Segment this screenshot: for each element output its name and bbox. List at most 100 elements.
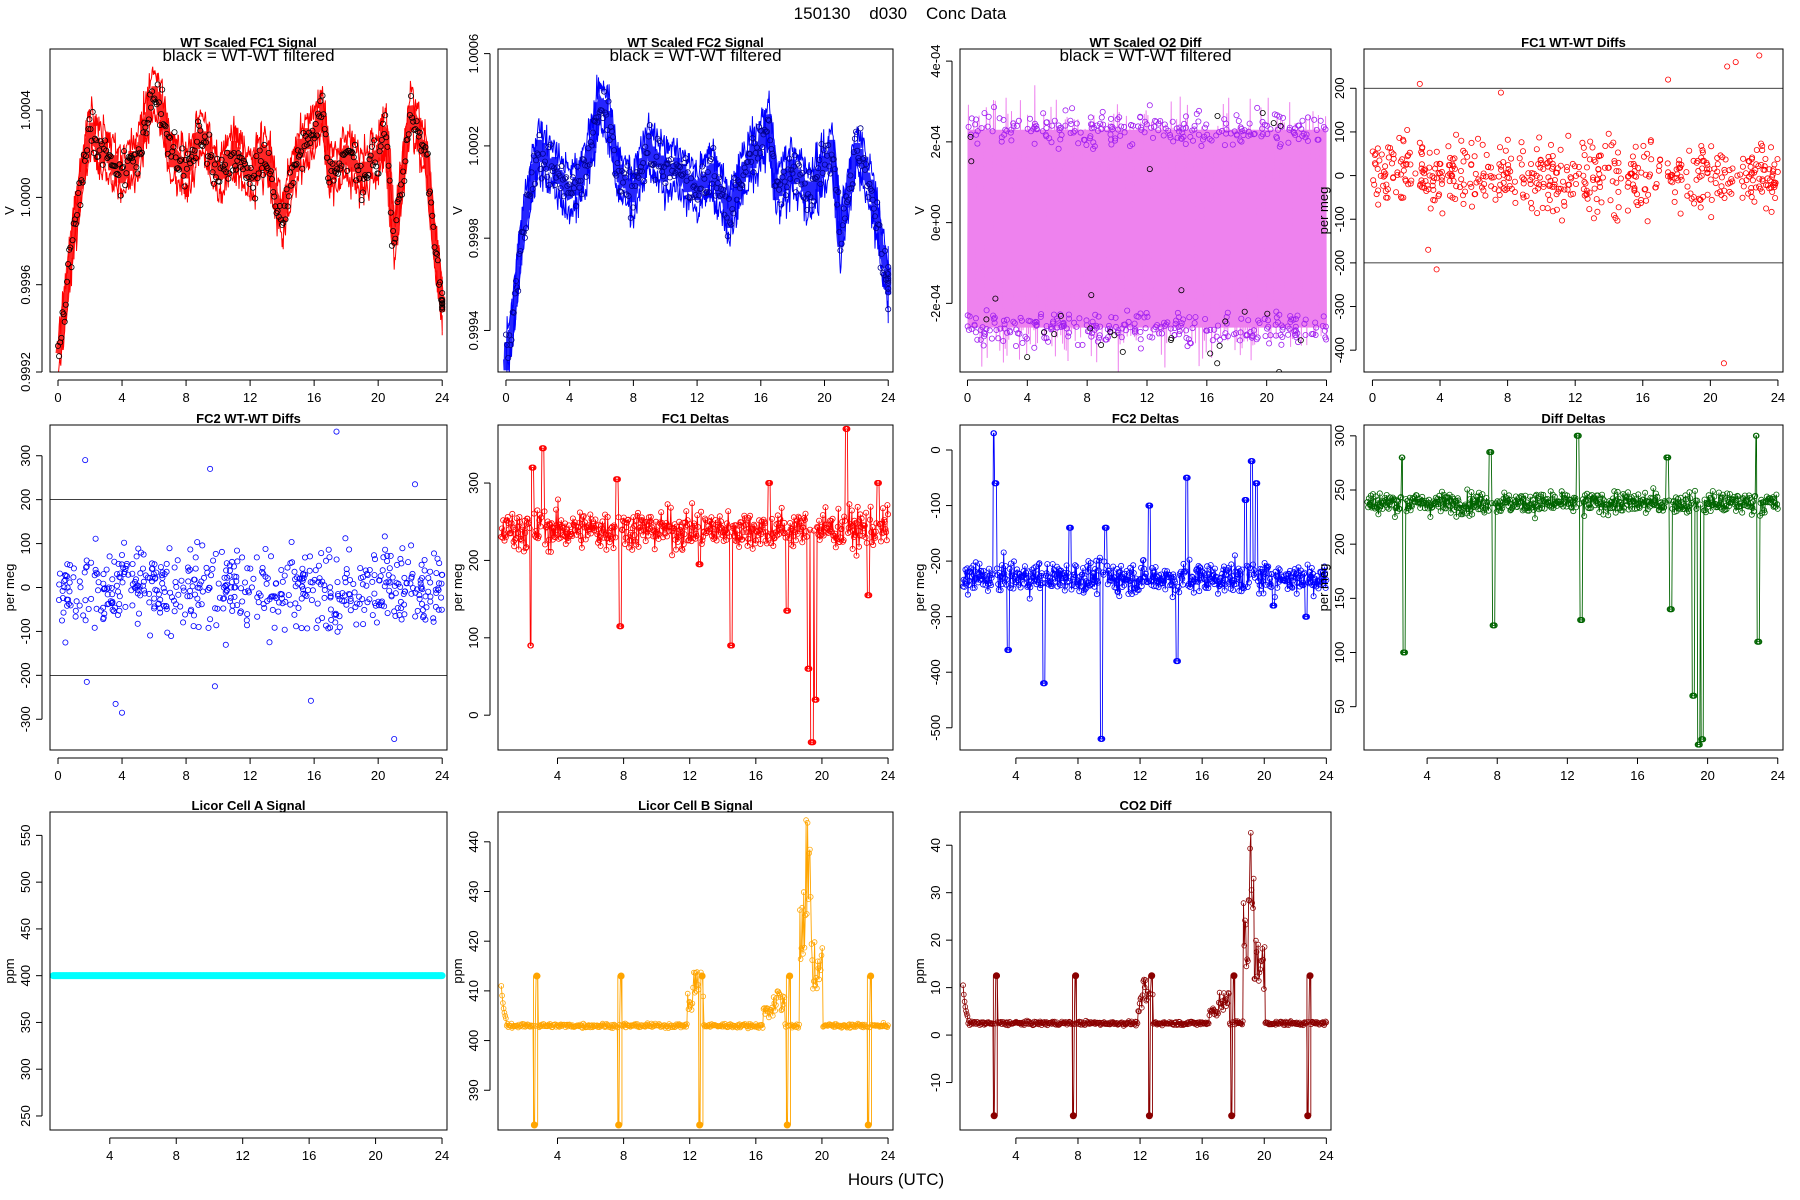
data-point bbox=[807, 526, 814, 533]
y-tick-label: 200 bbox=[1332, 77, 1347, 99]
data-point bbox=[778, 201, 785, 208]
data-point bbox=[1655, 503, 1662, 510]
data-point bbox=[1146, 166, 1153, 173]
data-point bbox=[1435, 192, 1442, 199]
data-point bbox=[383, 579, 390, 586]
data-point bbox=[92, 135, 99, 142]
data-point bbox=[92, 535, 99, 542]
panel-frame bbox=[49, 811, 448, 1131]
data-point bbox=[630, 204, 637, 211]
data-point bbox=[1448, 165, 1455, 172]
data-point bbox=[400, 601, 407, 608]
data-point bbox=[1082, 586, 1089, 593]
data-point bbox=[1433, 148, 1440, 155]
data-point bbox=[231, 593, 238, 600]
data-point bbox=[1254, 104, 1261, 111]
data-point bbox=[1520, 148, 1527, 155]
data-point bbox=[827, 526, 834, 533]
outlier-point bbox=[1665, 76, 1672, 83]
data-point bbox=[310, 132, 317, 139]
outlier-point bbox=[391, 736, 398, 743]
data-point bbox=[160, 602, 167, 609]
data-point bbox=[704, 527, 711, 534]
data-point bbox=[390, 227, 397, 234]
data-point bbox=[827, 170, 834, 177]
data-point bbox=[1747, 163, 1754, 170]
data-point bbox=[1118, 562, 1125, 569]
data-point bbox=[1391, 514, 1398, 521]
data-point bbox=[322, 557, 329, 564]
data-point bbox=[1678, 161, 1685, 168]
data-point bbox=[1399, 156, 1406, 163]
data-point bbox=[609, 534, 616, 541]
data-point bbox=[418, 147, 425, 154]
data-point bbox=[810, 527, 817, 534]
data-point bbox=[1690, 194, 1697, 201]
data-point bbox=[977, 326, 984, 333]
data-point bbox=[1599, 174, 1606, 181]
data-point bbox=[1162, 125, 1169, 132]
data-point bbox=[120, 163, 127, 170]
outlier-point bbox=[1732, 59, 1739, 66]
data-point bbox=[870, 205, 877, 212]
data-point bbox=[1270, 120, 1277, 127]
data-point bbox=[1262, 571, 1269, 578]
data-point bbox=[536, 132, 543, 139]
data-point bbox=[986, 565, 993, 572]
x-tick-label: 20 bbox=[1703, 390, 1717, 405]
data-point bbox=[100, 586, 107, 593]
data-point bbox=[785, 166, 792, 173]
data-point bbox=[1437, 160, 1444, 167]
data-point bbox=[157, 609, 164, 616]
data-point bbox=[101, 585, 108, 592]
data-point bbox=[1587, 138, 1594, 145]
data-point bbox=[1376, 157, 1383, 164]
y-tick-label: 300 bbox=[1332, 425, 1347, 447]
data-point bbox=[1757, 185, 1764, 192]
y-tick-label: 100 bbox=[466, 627, 481, 649]
data-point bbox=[1419, 184, 1426, 191]
data-point bbox=[635, 174, 642, 181]
data-point bbox=[1756, 638, 1763, 645]
data-point bbox=[281, 626, 288, 633]
data-point bbox=[1759, 510, 1766, 517]
data-point bbox=[1174, 134, 1181, 141]
data-point bbox=[876, 479, 883, 486]
data-point bbox=[1691, 692, 1698, 699]
data-point bbox=[1385, 154, 1392, 161]
data-point bbox=[630, 514, 637, 521]
data-point bbox=[1760, 166, 1767, 173]
data-point bbox=[677, 532, 684, 539]
plot-area bbox=[1364, 432, 1781, 748]
data-point bbox=[560, 532, 567, 539]
data-point bbox=[965, 326, 972, 333]
data-point bbox=[75, 189, 82, 196]
data-point bbox=[800, 534, 807, 541]
data-point bbox=[862, 166, 869, 173]
data-point bbox=[149, 88, 156, 95]
data-point bbox=[279, 578, 286, 585]
data-point bbox=[1668, 606, 1675, 613]
data-point bbox=[1595, 166, 1602, 173]
data-point bbox=[205, 586, 212, 593]
data-point bbox=[838, 240, 845, 247]
data-point bbox=[1520, 194, 1527, 201]
y-tick-label: 0.9998 bbox=[466, 218, 481, 258]
data-point bbox=[501, 1009, 508, 1016]
data-point bbox=[1218, 574, 1225, 581]
data-point bbox=[378, 136, 385, 143]
data-point bbox=[313, 132, 320, 139]
y-tick-label: 0.9996 bbox=[18, 265, 33, 305]
data-point bbox=[129, 602, 136, 609]
data-point bbox=[1567, 191, 1574, 198]
data-point bbox=[1372, 150, 1379, 157]
data-point bbox=[1640, 142, 1647, 149]
plot-area bbox=[498, 817, 891, 1129]
data-point bbox=[580, 513, 587, 520]
data-point bbox=[1547, 488, 1554, 495]
data-point bbox=[298, 595, 305, 602]
data-point bbox=[72, 613, 79, 620]
